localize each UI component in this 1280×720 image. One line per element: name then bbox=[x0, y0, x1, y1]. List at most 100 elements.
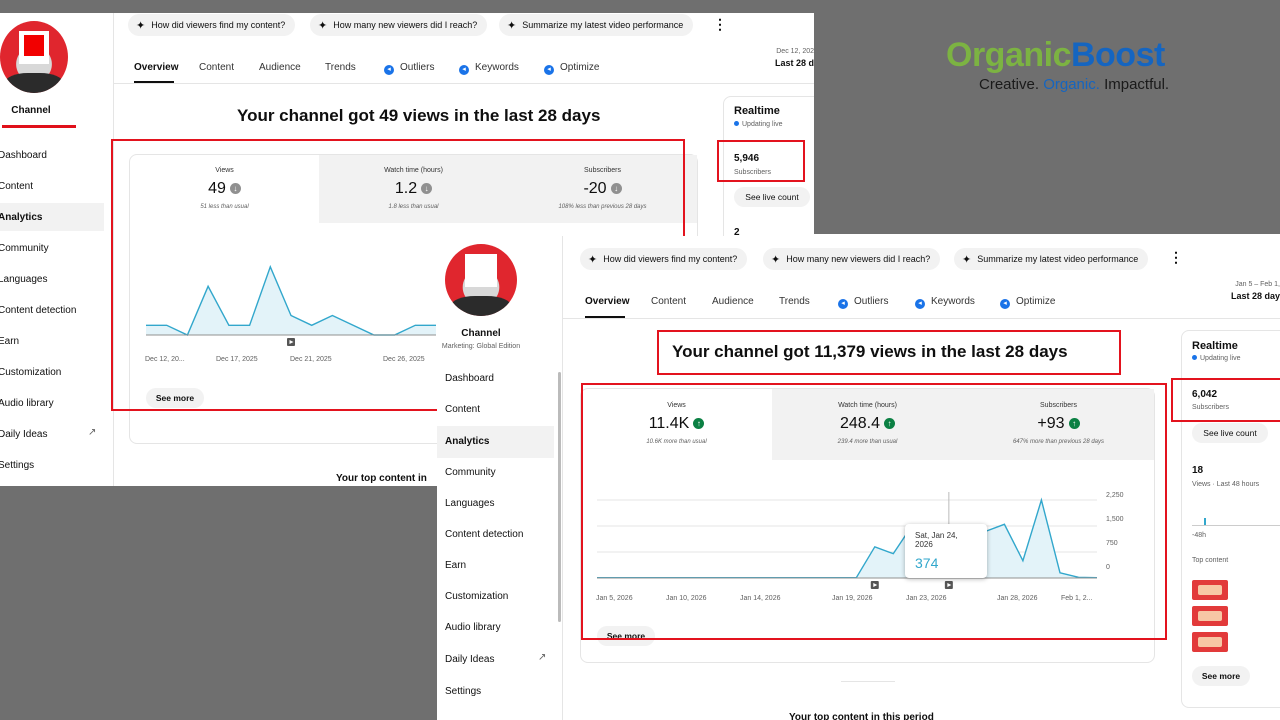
tab-optimize[interactable]: ◂ Optimize bbox=[544, 62, 599, 75]
see-more-button[interactable]: See more bbox=[597, 626, 655, 646]
x-tick: Jan 28, 2026 bbox=[997, 595, 1038, 602]
video-thumbnail[interactable] bbox=[1192, 606, 1228, 626]
see-live-count-button[interactable]: See live count bbox=[734, 187, 810, 207]
sidebar-item-content[interactable]: Content bbox=[445, 404, 481, 415]
metric-label: Views bbox=[667, 402, 686, 409]
sidebar-item-daily-ideas[interactable]: Daily Ideas bbox=[445, 654, 495, 665]
chip-summarize[interactable]: ✦ Summarize my latest video performance bbox=[954, 248, 1149, 270]
views-chart bbox=[146, 264, 436, 346]
realtime-subscribers: 5,946 bbox=[734, 153, 760, 164]
tagline-creative: Creative. bbox=[979, 76, 1040, 93]
tab-content[interactable]: Content bbox=[199, 62, 235, 73]
sidebar-item-analytics[interactable]: Analytics bbox=[0, 212, 43, 223]
chip-summarize[interactable]: ✦ Summarize my latest video performance bbox=[499, 14, 694, 36]
metric-bg bbox=[319, 155, 697, 223]
sidebar-item-audio-library[interactable]: Audio library bbox=[0, 398, 54, 409]
sidebar-item-content-detection[interactable]: Content detection bbox=[445, 529, 524, 540]
see-more-button[interactable]: See more bbox=[146, 388, 204, 408]
play-icon bbox=[947, 583, 952, 587]
tab-keywords[interactable]: ◂ Keywords bbox=[915, 296, 975, 309]
see-live-count-button[interactable]: See live count bbox=[1192, 423, 1268, 443]
arrow-down-icon: ↓ bbox=[421, 183, 433, 194]
chip-viewers-find[interactable]: ✦ How did viewers find my content? bbox=[128, 14, 296, 36]
tab-overview[interactable]: Overview bbox=[134, 62, 179, 73]
tab-label: Optimize bbox=[560, 62, 600, 73]
chip-label: How many new viewers did I reach? bbox=[333, 20, 478, 30]
metric-comparison: 1.8 less than usual bbox=[388, 204, 439, 210]
sidebar-item-community[interactable]: Community bbox=[445, 467, 496, 478]
tab-trends[interactable]: Trends bbox=[325, 62, 356, 73]
sidebar-item-daily-ideas[interactable]: Daily Ideas bbox=[0, 429, 48, 440]
tab-outliers[interactable]: ◂ Outliers bbox=[384, 62, 434, 75]
sidebar-item-content[interactable]: Content bbox=[0, 181, 34, 192]
metric-label: Views bbox=[215, 167, 234, 174]
realtime-subscribers: 6,042 bbox=[1192, 389, 1218, 400]
channel-name: Channel bbox=[461, 328, 501, 339]
tab-keywords[interactable]: ◂ Keywords bbox=[459, 62, 519, 75]
sidebar-item-dashboard[interactable]: Dashboard bbox=[445, 373, 494, 384]
tab-label: Keywords bbox=[931, 296, 975, 307]
sidebar-item-settings[interactable]: Settings bbox=[445, 686, 482, 697]
video-thumbnail[interactable] bbox=[1192, 580, 1228, 600]
date-range-picker[interactable]: Jan 5 – Feb 1, Last 28 day bbox=[1231, 281, 1280, 301]
chart-tooltip: Sat, Jan 24, 2026 374 bbox=[905, 524, 987, 578]
more-vert-icon[interactable]: ⋮ bbox=[1169, 249, 1183, 265]
bottom-divider bbox=[841, 681, 895, 682]
chip-label: Summarize my latest video performance bbox=[977, 254, 1139, 264]
sidebar-item-earn[interactable]: Earn bbox=[0, 336, 20, 347]
tab-overview[interactable]: Overview bbox=[585, 296, 630, 307]
realtime-views-label: Views · Last 48 hours bbox=[1192, 481, 1260, 488]
sidebar-item-customization[interactable]: Customization bbox=[0, 367, 62, 378]
metric-subscribers[interactable]: Subscribers +93 ↑ 647% more than previous… bbox=[963, 402, 1154, 445]
metric-subscribers[interactable]: Subscribers -20 ↓ 108% less than previous… bbox=[508, 167, 697, 210]
sidebar-item-dashboard[interactable]: Dashboard bbox=[0, 150, 47, 161]
sidebar-item-languages[interactable]: Languages bbox=[0, 274, 48, 285]
sidebar-item-customization[interactable]: Customization bbox=[445, 591, 509, 602]
tab-trends[interactable]: Trends bbox=[779, 296, 810, 307]
sparkle-icon: ✦ bbox=[507, 19, 517, 32]
tab-label: Optimize bbox=[1016, 296, 1056, 307]
tab-content[interactable]: Content bbox=[651, 296, 687, 307]
sidebar-active-bg bbox=[0, 203, 104, 231]
sidebar-item-community[interactable]: Community bbox=[0, 243, 49, 254]
sidebar-item-settings[interactable]: Settings bbox=[0, 460, 35, 471]
realtime-see-more-button[interactable]: See more bbox=[1192, 666, 1250, 686]
date-range-dates: Dec 12, 202 bbox=[776, 48, 814, 55]
metric-watch-time[interactable]: Watch time (hours) 1.2 ↓ 1.8 less than us… bbox=[319, 167, 508, 210]
tagline-impactful: Impactful. bbox=[1104, 76, 1170, 93]
play-icon bbox=[289, 340, 294, 344]
realtime-axis-label: -48h bbox=[1192, 532, 1207, 539]
sidebar-scrollbar[interactable] bbox=[558, 372, 561, 622]
metric-watch-time[interactable]: Watch time (hours) 248.4 ↑ 239.4 more tha… bbox=[772, 402, 963, 445]
arrow-up-icon: ↑ bbox=[1068, 418, 1080, 429]
chip-viewers-find[interactable]: ✦ How did viewers find my content? bbox=[580, 248, 748, 270]
sidebar-item-audio-library[interactable]: Audio library bbox=[445, 622, 501, 633]
video-thumbnail[interactable] bbox=[1192, 632, 1228, 652]
channel-avatar[interactable] bbox=[445, 244, 517, 316]
date-range-picker[interactable]: Dec 12, 202 Last 28 d bbox=[775, 48, 814, 68]
arrow-down-icon: ↓ bbox=[610, 183, 622, 194]
tab-optimize[interactable]: ◂ Optimize bbox=[1000, 296, 1055, 309]
more-vert-icon[interactable]: ⋮ bbox=[713, 16, 727, 32]
chip-new-viewers[interactable]: ✦ How many new viewers did I reach? bbox=[310, 14, 488, 36]
sidebar-active-bg bbox=[437, 426, 554, 458]
sidebar-item-content-detection[interactable]: Content detection bbox=[0, 305, 77, 316]
highlight-box-metrics bbox=[581, 383, 1167, 640]
tagline-organic: Organic. bbox=[1043, 76, 1100, 93]
tab-audience[interactable]: Audience bbox=[259, 62, 301, 73]
date-range-label: Last 28 d bbox=[774, 58, 814, 68]
metric-comparison: 647% more than previous 28 days bbox=[1012, 439, 1105, 445]
metric-value: 248.4 bbox=[839, 415, 881, 432]
tab-outliers[interactable]: ◂ Outliers bbox=[838, 296, 888, 309]
metric-views[interactable]: Views 11.4K ↑ 10.6K more than usual bbox=[581, 402, 772, 445]
tab-underline bbox=[585, 316, 625, 318]
realtime-partial: 2 bbox=[734, 227, 740, 238]
channel-avatar[interactable] bbox=[0, 21, 68, 93]
sidebar-item-earn[interactable]: Earn bbox=[445, 560, 467, 571]
sidebar-item-analytics[interactable]: Analytics bbox=[445, 436, 490, 447]
sidebar-item-languages[interactable]: Languages bbox=[445, 498, 495, 509]
chip-new-viewers[interactable]: ✦ How many new viewers did I reach? bbox=[763, 248, 941, 270]
brand-name-boost: Boost bbox=[1070, 36, 1165, 74]
metric-views[interactable]: Views 49 ↓ 51 less than usual bbox=[130, 167, 319, 210]
tab-audience[interactable]: Audience bbox=[712, 296, 754, 307]
